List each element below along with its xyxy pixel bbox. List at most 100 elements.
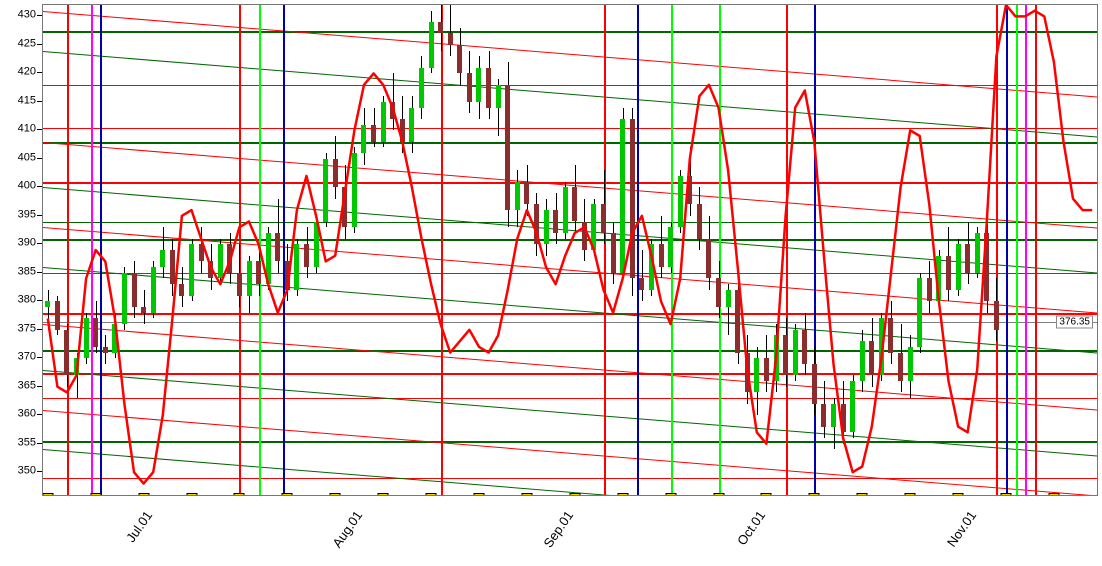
- x-tick-mark: [383, 495, 384, 496]
- x-tick-mark: [604, 495, 605, 496]
- x-tick-mark: [642, 495, 643, 496]
- vertical-time-line: [1035, 5, 1037, 495]
- candle-body: [917, 278, 922, 346]
- x-tick-mark: [307, 495, 308, 496]
- candle-body: [496, 85, 501, 108]
- x-major-tick: [90, 493, 101, 496]
- x-tick-mark: [211, 495, 212, 496]
- x-tick-mark: [958, 495, 959, 496]
- y-tick-label: 385: [18, 266, 36, 277]
- candle-body: [582, 222, 587, 250]
- horizontal-level-line: [43, 31, 1097, 33]
- x-tick-mark: [613, 495, 614, 496]
- candle-body: [524, 182, 529, 205]
- candle-body: [639, 278, 644, 289]
- y-tick-label: 405: [18, 152, 36, 163]
- x-major-tick: [857, 493, 868, 496]
- vertical-time-line: [637, 5, 639, 495]
- x-tick-mark: [987, 495, 988, 496]
- candle-body: [927, 278, 932, 301]
- x-major-tick: [42, 493, 53, 496]
- x-tick-mark: [134, 495, 135, 496]
- plot-area[interactable]: 376.35: [42, 4, 1098, 496]
- candle-body: [285, 261, 290, 289]
- x-tick-mark: [546, 495, 547, 496]
- x-tick-mark: [96, 495, 97, 496]
- candle-body: [793, 330, 798, 376]
- x-tick-mark: [1016, 495, 1017, 496]
- x-tick-mark: [335, 495, 336, 496]
- candle-body: [400, 119, 405, 142]
- candle-body: [831, 404, 836, 427]
- x-tick-mark: [709, 495, 710, 496]
- x-tick-mark: [738, 495, 739, 496]
- x-tick-mark: [824, 495, 825, 496]
- x-tick-mark: [144, 495, 145, 496]
- candle-body: [256, 261, 261, 284]
- horizontal-level-line: [43, 142, 1097, 144]
- candle-body: [151, 267, 156, 313]
- x-major-tick: [569, 493, 580, 496]
- x-tick-mark: [719, 495, 720, 496]
- x-tick-mark: [910, 495, 911, 496]
- x-tick-mark: [259, 495, 260, 496]
- candle-body: [611, 233, 616, 273]
- candle-body: [534, 204, 539, 244]
- x-tick-mark: [450, 495, 451, 496]
- vertical-time-line: [719, 5, 721, 495]
- x-major-tick: [953, 493, 964, 496]
- x-tick-mark: [297, 495, 298, 496]
- x-tick-mark: [172, 495, 173, 496]
- x-tick-mark: [575, 495, 576, 496]
- x-major-tick: [426, 493, 437, 496]
- x-tick-mark: [278, 495, 279, 496]
- x-tick-mark: [671, 495, 672, 496]
- y-tick-label: 380: [18, 295, 36, 306]
- x-tick-mark: [527, 495, 528, 496]
- x-tick-mark: [556, 495, 557, 496]
- candle-body: [706, 239, 711, 279]
- candle-body: [735, 290, 740, 353]
- candle-body: [888, 318, 893, 352]
- candle-body: [764, 358, 769, 381]
- y-tick-label: 410: [18, 124, 36, 135]
- x-major-tick: [1000, 493, 1011, 496]
- candle-body: [438, 22, 443, 33]
- candle-body: [361, 125, 366, 153]
- candle-body: [189, 244, 194, 295]
- x-tick-mark: [996, 495, 997, 496]
- x-tick-mark: [479, 495, 480, 496]
- candle-body: [266, 233, 271, 284]
- candle-body: [179, 284, 184, 295]
- candle-body: [294, 244, 299, 290]
- horizontal-level-line: [43, 350, 1097, 352]
- candle-body: [247, 261, 252, 295]
- candle-body: [726, 290, 731, 307]
- x-axis-label: Nov.01: [944, 508, 979, 550]
- candle-body: [304, 244, 309, 267]
- x-tick-mark: [469, 495, 470, 496]
- x-major-tick: [378, 493, 389, 496]
- x-tick-mark: [594, 495, 595, 496]
- x-tick-mark: [757, 495, 758, 496]
- x-tick-mark: [901, 495, 902, 496]
- x-tick-mark: [786, 495, 787, 496]
- x-tick-mark: [287, 495, 288, 496]
- candle-body: [936, 256, 941, 302]
- candle-body: [93, 318, 98, 346]
- candle-body: [112, 324, 117, 352]
- candle-body: [994, 301, 999, 329]
- candle-body: [821, 404, 826, 427]
- horizontal-level-line: [43, 478, 1097, 479]
- x-major-tick: [665, 493, 676, 496]
- x-tick-mark: [67, 495, 68, 496]
- candle-body: [774, 335, 779, 381]
- x-tick-mark: [374, 495, 375, 496]
- candle-body: [687, 176, 692, 204]
- candle-body: [572, 187, 577, 221]
- horizontal-level-line: [43, 322, 1097, 323]
- diagonal-level-line: [43, 410, 1098, 496]
- vertical-time-line: [441, 5, 443, 495]
- y-tick-label: 365: [18, 380, 36, 391]
- x-tick-mark: [345, 495, 346, 496]
